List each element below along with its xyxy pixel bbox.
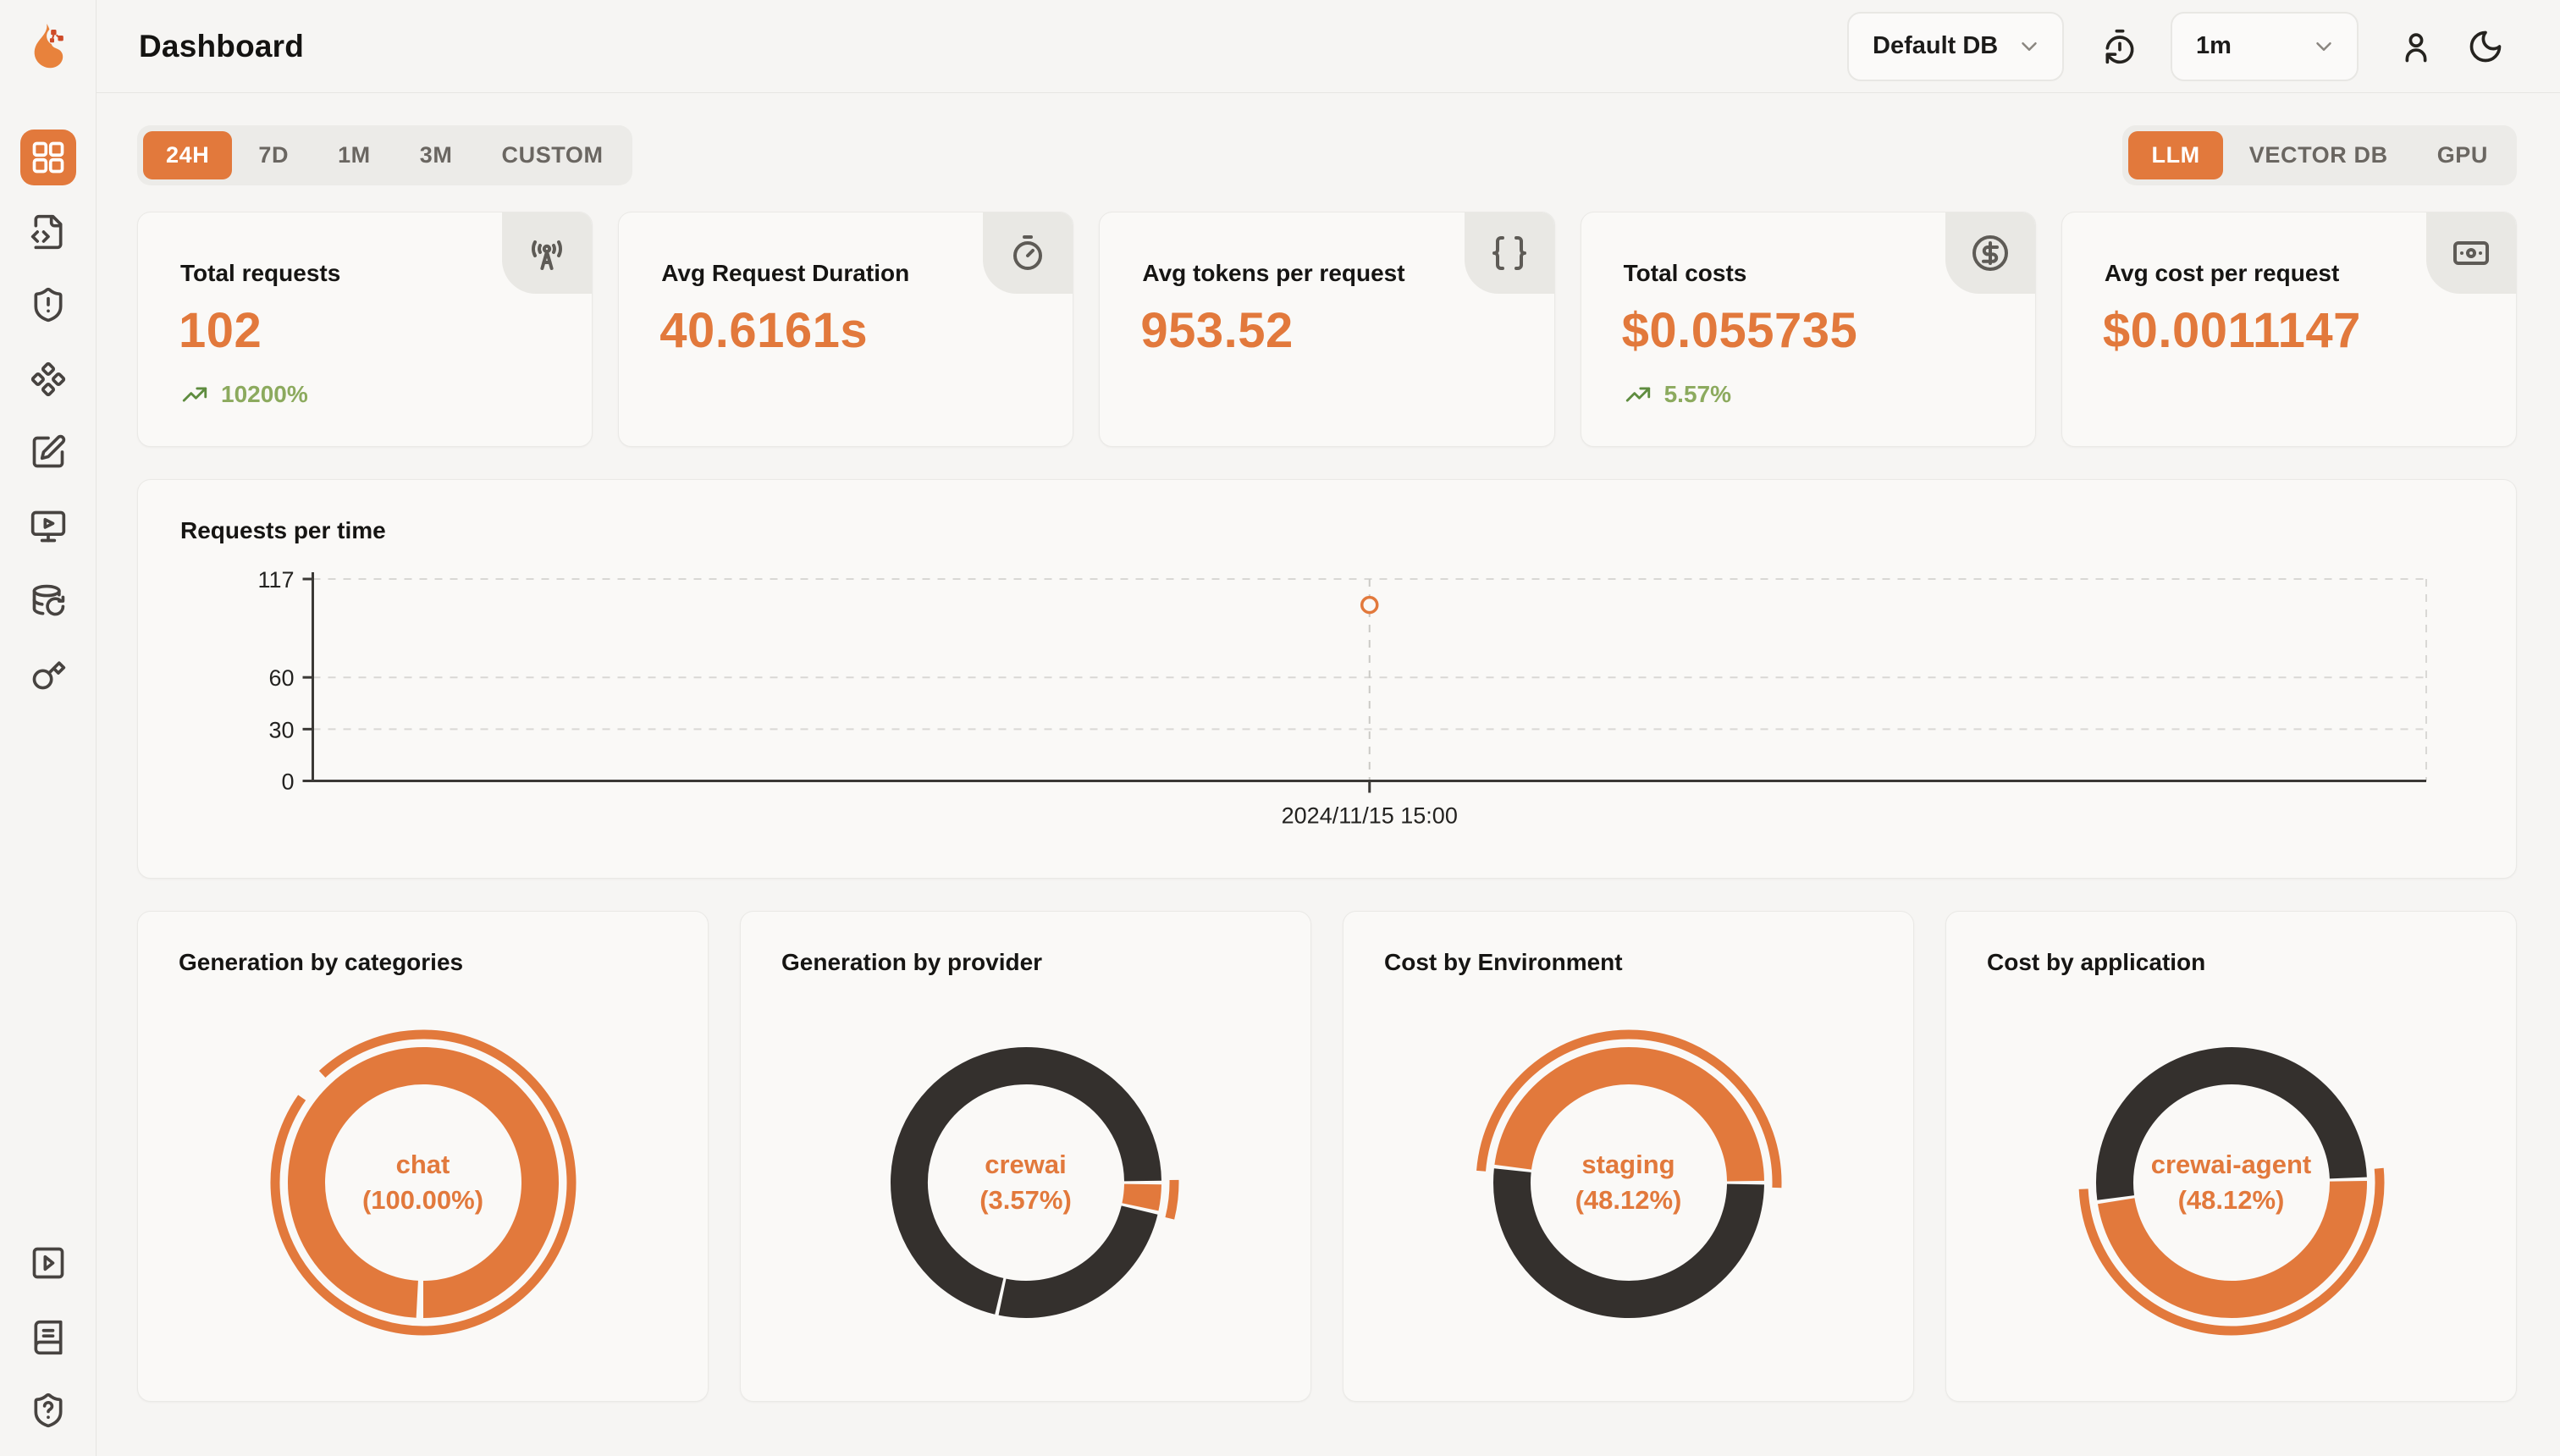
cost-by-application-card: Cost by application crewai-agent (48.12%… [1945, 911, 2517, 1402]
refresh-history-button[interactable] [2094, 21, 2145, 72]
moon-icon [2469, 30, 2502, 62]
donut-title: Generation by categories [179, 949, 464, 975]
sidebar-item-video-tutorials[interactable] [20, 1235, 76, 1291]
stat-card-avg-request-duration: Avg Request Duration 40.6161s [618, 212, 1074, 447]
stat-card-total-requests: Total requests 102 10200% [137, 212, 593, 447]
categories-donut-chart[interactable] [262, 1022, 584, 1343]
generation-by-provider-card: Generation by provider crewai (3.57%) [740, 911, 1311, 1402]
cost-by-environment-card: Cost by Environment staging (48.12%) [1343, 911, 1914, 1402]
category-tabs: LLM VECTOR DB GPU [2122, 125, 2517, 185]
stat-title: Total requests [180, 260, 341, 286]
donut-title: Generation by provider [781, 949, 1043, 975]
stat-value: 953.52 [1140, 303, 1294, 358]
stat-title: Avg Request Duration [661, 260, 910, 286]
radio-tower-icon [532, 240, 563, 270]
stopwatch-icon [1013, 235, 1043, 270]
stat-card-total-costs: Total costs $0.055735 5.57% [1580, 212, 2036, 447]
file-code-icon [30, 214, 63, 250]
sidebar-item-request-traces[interactable] [20, 204, 76, 260]
stat-title: Avg cost per request [2104, 260, 2340, 286]
database-restore-icon [32, 584, 65, 616]
history-refresh-icon [2105, 29, 2134, 63]
database-select-value: Default DB [1873, 32, 1999, 59]
stat-card-avg-cost-per-request: Avg cost per request $0.0011147 [2061, 212, 2518, 447]
sidebar [0, 0, 97, 1456]
monitor-play-icon [30, 510, 66, 543]
square-pen-icon [32, 434, 66, 468]
provider-donut-chart[interactable] [865, 1022, 1187, 1343]
stat-value: $0.0011147 [2102, 303, 2361, 358]
time-range-tabs: 24H 7D 1M 3M CUSTOM [137, 125, 632, 185]
database-select[interactable]: Default DB [1847, 11, 2064, 81]
svg-text:0: 0 [281, 769, 294, 795]
book-icon [34, 1320, 63, 1355]
stat-cards-row: Total requests 102 10200% Avg Request Du… [137, 212, 2518, 447]
application-donut-chart[interactable] [2071, 1022, 2392, 1343]
dark-mode-toggle[interactable] [2460, 21, 2511, 72]
tab-7d[interactable]: 7D [235, 131, 312, 179]
dollar-circle-icon [1972, 235, 2008, 271]
sidebar-item-database-history[interactable] [20, 573, 76, 629]
tab-24h[interactable]: 24H [143, 131, 233, 179]
chart-title: Requests per time [180, 517, 386, 543]
sidebar-item-help-support[interactable] [20, 1382, 76, 1438]
banknote-icon [2453, 241, 2490, 265]
chevron-down-icon [2022, 41, 2037, 51]
svg-text:30: 30 [268, 717, 294, 742]
page-title: Dashboard [139, 28, 305, 63]
top-header: Dashboard Default DB 1m [97, 0, 2560, 93]
profile-button[interactable] [2391, 21, 2441, 72]
shield-alert-icon [34, 287, 63, 323]
trending-up-icon [1625, 387, 1650, 402]
environment-donut-chart[interactable] [1468, 1022, 1790, 1343]
stat-value: 40.6161s [659, 303, 869, 358]
donut-title: Cost by application [1987, 949, 2206, 975]
sidebar-item-dashboard[interactable] [20, 130, 76, 185]
chevron-down-icon [2316, 41, 2331, 51]
tab-3m[interactable]: 3M [397, 131, 476, 179]
braces-icon [1492, 236, 1526, 270]
user-icon [2405, 32, 2427, 62]
tab-1m[interactable]: 1M [315, 131, 394, 179]
tab-vector-db[interactable]: VECTOR DB [2226, 131, 2411, 179]
stat-value: $0.055735 [1621, 303, 1858, 358]
stat-title: Total costs [1623, 260, 1747, 286]
sidebar-item-components[interactable] [20, 351, 76, 407]
stat-title: Avg tokens per request [1142, 260, 1405, 286]
dashboard-grid-icon [32, 141, 64, 174]
svg-text:117: 117 [257, 567, 294, 593]
sidebar-item-exceptions[interactable] [20, 277, 76, 333]
tab-llm[interactable]: LLM [2128, 131, 2223, 179]
tab-gpu[interactable]: GPU [2414, 131, 2511, 179]
square-play-icon [32, 1247, 64, 1279]
requests-line-chart[interactable]: 0 30 60 117 2024/11/15 15:00 [138, 480, 2518, 880]
stat-value: 102 [179, 303, 262, 358]
sidebar-item-documentation[interactable] [20, 1310, 76, 1365]
key-icon [32, 661, 66, 690]
generation-by-categories-card: Generation by categories chat (100.00%) [137, 911, 709, 1402]
sidebar-item-playground[interactable] [20, 499, 76, 554]
stat-trend: 10200% [180, 380, 308, 409]
sidebar-item-annotations[interactable] [20, 424, 76, 480]
stat-trend: 5.57% [1624, 380, 1731, 409]
shield-question-icon [34, 1393, 63, 1428]
donut-title: Cost by Environment [1384, 949, 1623, 975]
requests-per-time-card: Requests per time 0 30 60 117 2024/11/15 15:… [137, 479, 2517, 879]
svg-text:2024/11/15 15:00: 2024/11/15 15:00 [1282, 803, 1458, 829]
svg-text:60: 60 [268, 665, 294, 691]
diamond-cluster-icon [30, 361, 66, 397]
stat-card-avg-tokens-per-request: Avg tokens per request 953.52 [1099, 212, 1555, 447]
interval-select[interactable]: 1m [2171, 11, 2359, 81]
donut-cards-row: Generation by categories chat (100.00%) … [137, 911, 2517, 1402]
trending-up-icon [182, 387, 207, 402]
interval-select-value: 1m [2196, 32, 2232, 59]
tab-custom[interactable]: CUSTOM [479, 131, 626, 179]
app-logo-flame-icon[interactable] [28, 24, 69, 71]
sidebar-item-api-keys[interactable] [20, 646, 76, 702]
